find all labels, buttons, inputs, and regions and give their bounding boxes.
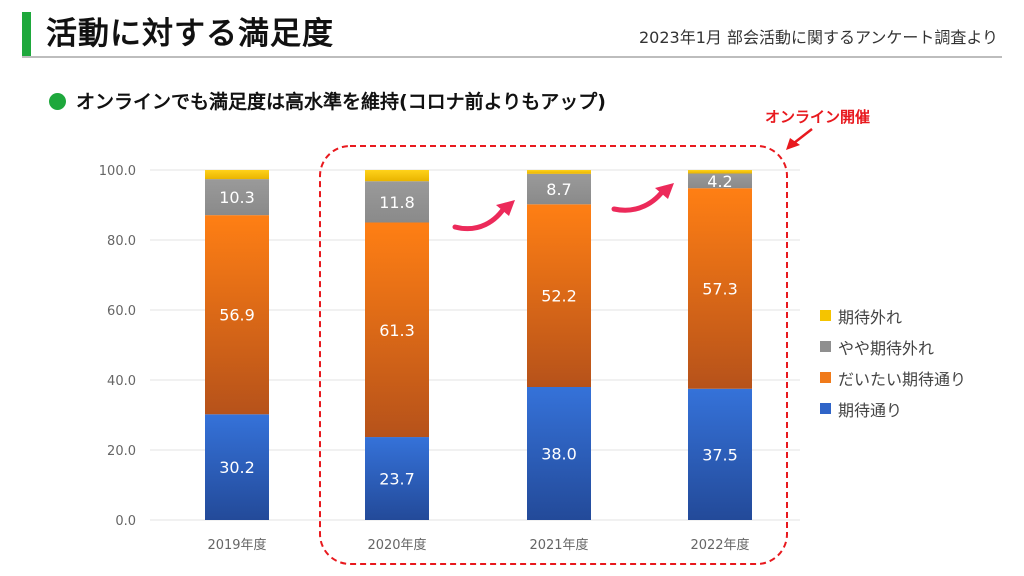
y-tick-label: 40.0	[107, 374, 136, 389]
y-tick-label: 60.0	[107, 304, 136, 319]
chart-legend: 期待外れ やや期待外れ だいたい期待通り 期待通り	[820, 300, 966, 424]
data-label: 23.7	[379, 470, 415, 489]
x-tick-label: 2022年度	[690, 537, 749, 553]
bar-segment	[365, 170, 429, 182]
data-label: 38.0	[541, 445, 577, 464]
bars	[205, 170, 752, 520]
legend-item: 期待外れ	[820, 300, 966, 331]
data-labels: 30.2 56.9 10.3 23.7 61.3 11.8 38.0 52.2 8.7 37.5 5…	[219, 172, 738, 489]
survey-source: 2023年1月 部会活動に関するアンケート調査より	[638, 28, 998, 47]
legend-label: 期待通り	[838, 400, 903, 420]
bar-segment	[365, 222, 429, 438]
bar-segment	[205, 215, 269, 415]
data-label: 4.2	[707, 172, 732, 191]
legend-item: 期待通り	[820, 393, 966, 424]
x-tick-label: 2020年度	[367, 537, 426, 553]
bar-segment	[688, 188, 752, 389]
bar-segment	[205, 414, 269, 520]
axis-labels: 0.0 20.0 40.0 60.0 80.0 100.0 2019年度 2020年度 2021…	[99, 164, 750, 553]
bar-segment	[527, 173, 591, 205]
legend-swatch	[820, 310, 831, 321]
legend-label: やや期待外れ	[838, 338, 935, 358]
bar-segment	[688, 388, 752, 520]
data-label: 11.8	[379, 193, 415, 212]
legend-swatch	[820, 341, 831, 352]
data-label: 8.7	[546, 180, 571, 199]
legend-item: だいたい期待通り	[820, 362, 966, 393]
page-title: 活動に対する満足度	[46, 16, 334, 52]
data-label: 30.2	[219, 458, 255, 477]
data-label: 52.2	[541, 287, 577, 306]
legend-item: やや期待外れ	[820, 331, 966, 362]
trend-arrow-icon	[452, 200, 515, 232]
data-label: 61.3	[379, 321, 415, 340]
bar-segment	[527, 387, 591, 520]
y-tick-label: 80.0	[107, 234, 136, 249]
legend-label: だいたい期待通り	[838, 369, 967, 389]
trend-arrow-icon	[611, 183, 674, 213]
y-tick-label: 0.0	[115, 514, 136, 529]
data-label: 37.5	[702, 445, 738, 464]
bar-segment	[365, 181, 429, 223]
bar-segment	[527, 170, 591, 174]
data-label: 10.3	[219, 188, 255, 207]
bar-segment	[688, 173, 752, 189]
legend-swatch	[820, 403, 831, 414]
data-label: 57.3	[702, 279, 738, 298]
header-divider	[22, 56, 1002, 58]
bar-segment	[527, 204, 591, 387]
bar-segment	[688, 170, 752, 174]
bullet-dot-icon	[49, 93, 66, 110]
bar-segment	[205, 170, 269, 180]
bar-segment	[365, 437, 429, 520]
bar-segment	[205, 179, 269, 216]
legend-swatch	[820, 372, 831, 383]
online-period-highlight-box	[319, 145, 788, 565]
y-tick-label: 100.0	[99, 164, 136, 179]
callout-pointer-arrow	[786, 128, 813, 150]
online-callout-label: オンライン開催	[765, 108, 871, 126]
x-tick-label: 2021年度	[529, 537, 588, 553]
legend-label: 期待外れ	[838, 307, 903, 327]
y-tick-label: 20.0	[107, 444, 136, 459]
data-label: 56.9	[219, 306, 255, 325]
x-tick-label: 2019年度	[207, 537, 266, 553]
title-accent-bar	[22, 12, 31, 56]
key-message: オンラインでも満足度は高水準を維持(コロナ前よりもアップ)	[76, 91, 606, 113]
